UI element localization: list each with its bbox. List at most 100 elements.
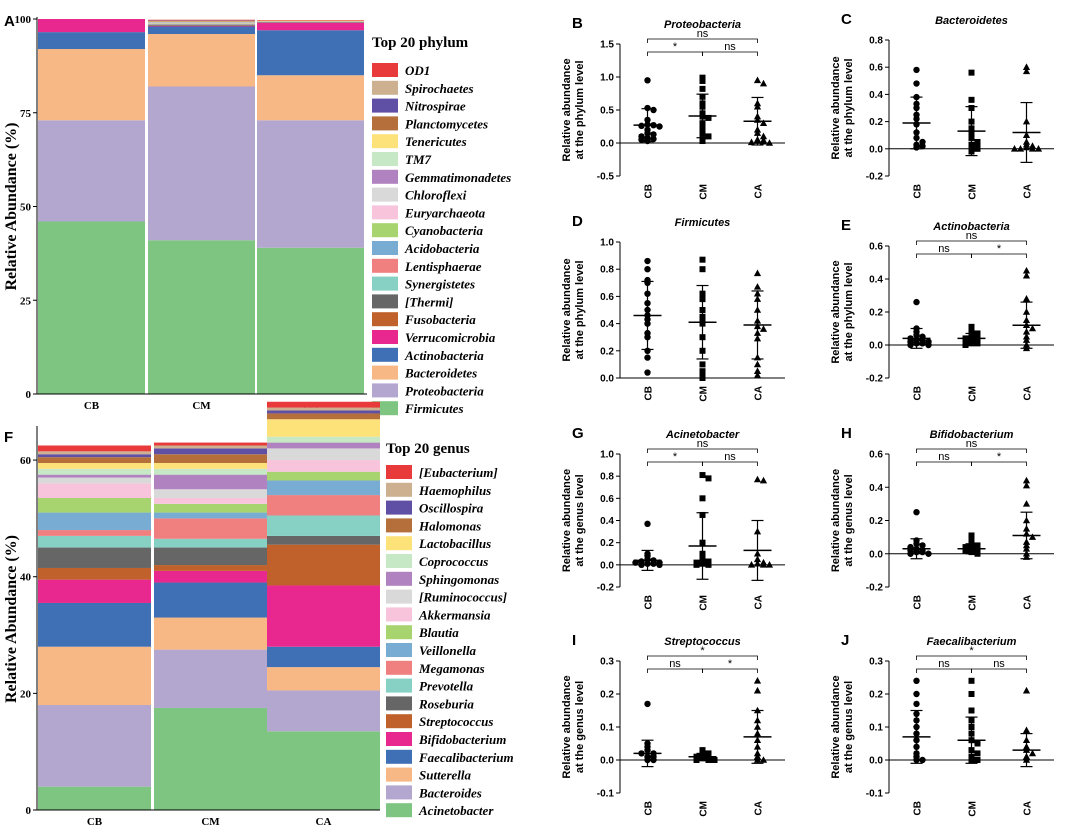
significance-label: * xyxy=(969,645,974,657)
legend-swatch-acinetobacter xyxy=(386,803,412,818)
data-point-cb xyxy=(650,560,657,567)
significance-label: ns xyxy=(938,658,950,670)
bar-segment-acidobacteria-cm xyxy=(148,23,255,25)
data-point-cm xyxy=(968,532,975,539)
y-tick-label: 0.6 xyxy=(600,292,614,303)
data-point-ca xyxy=(1022,308,1031,315)
legend-label-synergistetes: Synergistetes xyxy=(405,277,475,292)
data-point-cm xyxy=(968,105,975,111)
legend-swatch-roseburia xyxy=(386,696,412,711)
data-point-cb xyxy=(919,548,926,556)
data-point-cm xyxy=(968,148,975,155)
legend-label-thermi: [Thermi] xyxy=(405,294,453,309)
y-axis-label: at the phylum level xyxy=(574,60,586,159)
legend-label-tenericutes: Tenericutes xyxy=(405,134,467,149)
x-tick-label: CB xyxy=(644,184,655,198)
data-point-ca xyxy=(753,555,762,563)
y-tick-label: -0.2 xyxy=(866,172,884,183)
panel-g: G Acinetobacter -0.2 0.0 0.2 0.4 0.6 0.8 1.0 Rela… xyxy=(561,425,785,611)
data-point-cm xyxy=(699,347,706,354)
data-point-cm xyxy=(699,138,706,145)
data-point-ca xyxy=(1022,117,1031,125)
legend-label-lactobacillus: Lactobacillus xyxy=(418,536,491,551)
legend-swatch-megamonas xyxy=(386,660,412,675)
bar-segment-bifidobacterium-ca xyxy=(267,585,380,647)
bar-segment-euryarchaeota-ca xyxy=(257,20,364,22)
legend-label-spirochaetes: Spirochaetes xyxy=(405,81,474,96)
data-point-cb xyxy=(644,129,651,137)
bar-segment-firmicutes-ca xyxy=(257,247,364,394)
data-point-ca xyxy=(1022,538,1031,545)
legend-label-coprococcus: Coprococcus xyxy=(419,554,488,569)
bar-segment-cyanobacteria-ca xyxy=(257,21,364,22)
data-point-cb xyxy=(913,717,920,724)
data-point-cb xyxy=(644,306,651,314)
legend-label-planctomycetes: Planctomycetes xyxy=(405,116,488,131)
panel-i: I Streptococcus -0.1 0.0 0.1 0.2 0.3 Relative a… xyxy=(561,632,785,817)
data-point-cb xyxy=(644,279,651,286)
data-point-ca xyxy=(759,137,768,145)
legend-swatch-od1 xyxy=(372,63,398,77)
data-point-ca xyxy=(759,79,768,87)
data-point-ca xyxy=(753,99,762,107)
panel-j: J Faecalibacterium -0.1 0.0 0.1 0.2 0.3 Relativ… xyxy=(830,632,1054,817)
data-point-cb xyxy=(644,347,651,354)
data-point-ca xyxy=(1022,67,1031,75)
panel-title: Faecalibacterium xyxy=(927,636,1017,648)
data-point-ca xyxy=(765,139,774,146)
significance-label: * xyxy=(997,243,1002,255)
legend-label-bifidobacterium: Bifidobacterium xyxy=(418,732,506,747)
y-tick-label: 0.0 xyxy=(869,144,883,155)
significance-bracket xyxy=(916,655,1027,660)
significance-bracket xyxy=(916,240,1027,245)
data-point-ca xyxy=(1022,686,1031,694)
legend-swatch-acidobacteria xyxy=(372,241,398,255)
x-tick-label: CM xyxy=(968,801,979,817)
data-point-ca xyxy=(1022,143,1031,151)
bar-segment-proteobacteria-ca xyxy=(257,120,364,248)
legend-label-cyanobacteria: Cyanobacteria xyxy=(405,223,483,238)
panel-label: F xyxy=(4,429,13,446)
bar-segment-synergistetes-cm xyxy=(148,24,255,26)
data-point-ca xyxy=(759,325,768,332)
data-point-cm xyxy=(968,134,975,141)
panel-title: Bifidobacterium xyxy=(930,429,1014,441)
data-point-ca xyxy=(753,353,762,361)
y-tick-label: 0.2 xyxy=(600,690,614,701)
panel-e: E Actinobacteria -0.2 0.0 0.2 0.4 0.6 Relative … xyxy=(830,217,1054,402)
panel-f: F CB CM CA 0 20 40 60 Relative Abundance (%) Top … xyxy=(3,401,514,825)
data-point-ca xyxy=(1022,530,1031,537)
data-point-cm xyxy=(974,139,981,145)
x-tick-label: CM xyxy=(968,595,979,611)
significance-label: * xyxy=(700,645,705,657)
bar-segment-halomonas-cm xyxy=(154,454,267,463)
panel-label: C xyxy=(841,11,852,28)
data-point-cm xyxy=(705,561,712,568)
data-point-cm xyxy=(699,556,706,563)
x-tick-label: CM xyxy=(201,816,220,825)
data-point-cm xyxy=(968,340,975,347)
y-tick-label: 0 xyxy=(26,389,32,401)
data-point-cb xyxy=(913,690,920,698)
bar-segment-firmicutes-cb xyxy=(38,221,145,394)
significance-label: ns xyxy=(966,438,978,450)
data-point-cb xyxy=(919,340,926,347)
panel-title: Actinobacteria xyxy=(932,221,1009,233)
legend-swatch-gemmatimonadetes xyxy=(372,169,398,184)
bar-segment-bacteroidetes-cb xyxy=(38,49,145,121)
legend-swatch-veillonella xyxy=(386,643,412,657)
data-point-cm xyxy=(968,730,975,737)
data-point-cm xyxy=(968,707,975,714)
data-point-cb xyxy=(632,559,639,566)
data-point-cm xyxy=(699,375,706,381)
data-point-cm xyxy=(699,334,706,341)
data-point-ca xyxy=(747,561,756,568)
legend-swatch-synergistetes xyxy=(372,276,398,291)
bar-segment-blautia-cm xyxy=(154,503,267,513)
legend-label-gemmatimonadetes: Gemmatimonadetes xyxy=(405,170,511,185)
data-point-cm xyxy=(699,307,706,313)
bar-segment-streptococcus-cm xyxy=(154,565,267,571)
significance-label: ns xyxy=(724,451,736,463)
significance-label: ns xyxy=(669,658,681,670)
